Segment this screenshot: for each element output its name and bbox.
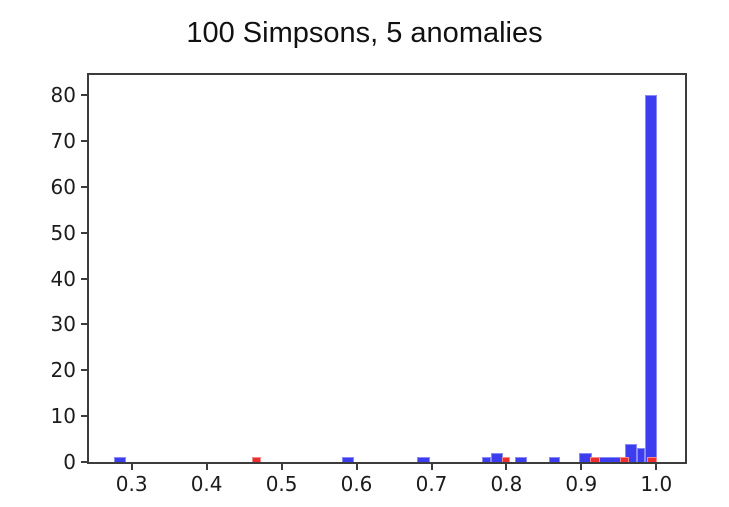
y-tick-label: 10 [50, 404, 76, 429]
x-tick-label: 0.5 [265, 472, 298, 496]
y-tick-label: 60 [50, 174, 76, 199]
y-tick-mark [81, 323, 87, 326]
x-tick-label: 0.6 [340, 472, 373, 496]
y-tick-mark [81, 94, 87, 97]
y-tick-label: 20 [50, 358, 76, 383]
x-tick-mark [205, 464, 208, 470]
simpsons-histogram-bar [113, 457, 127, 462]
y-tick-mark [81, 140, 87, 142]
y-tick-mark [81, 369, 87, 372]
x-tick-mark [505, 464, 508, 470]
simpsons-histogram-bar [481, 457, 492, 462]
y-tick-mark [81, 415, 87, 418]
y-tick-label: 40 [50, 266, 76, 291]
anomalies-histogram-bar [646, 457, 657, 462]
x-tick-label: 0.7 [415, 472, 448, 496]
x-tick-mark [430, 464, 433, 470]
y-tick-label: 70 [50, 129, 76, 153]
anomalies-histogram-bar [590, 457, 601, 462]
x-tick-mark [580, 464, 583, 470]
anomalies-histogram-bar [251, 457, 262, 462]
x-tick-mark [355, 464, 358, 470]
y-tick-label: 50 [50, 220, 76, 245]
y-tick-label: 30 [50, 312, 76, 337]
simpsons-histogram-bar [515, 457, 527, 462]
x-tick-mark [130, 464, 133, 470]
y-tick-mark [81, 185, 87, 188]
y-tick-label: 80 [50, 83, 76, 108]
simpsons-histogram-bar [645, 95, 657, 462]
y-tick-mark [81, 231, 87, 234]
simpsons-histogram-bar [636, 448, 645, 462]
x-tick-mark [280, 464, 283, 470]
chart-title: 100 Simpsons, 5 anomalies [186, 17, 543, 49]
y-tick-label: 0 [63, 450, 76, 474]
x-tick-mark [655, 464, 658, 470]
x-tick-label: 0.3 [115, 472, 148, 496]
x-tick-label: 0.4 [190, 472, 223, 496]
x-tick-label: 0.9 [565, 472, 598, 496]
anomalies-histogram-bar [620, 457, 630, 462]
x-tick-label: 0.8 [490, 472, 523, 496]
anomalies-histogram-bar [501, 457, 511, 462]
y-tick-mark [81, 277, 87, 280]
simpsons-histogram-bar [341, 457, 355, 462]
simpsons-histogram-bar [549, 457, 561, 462]
x-tick-label: 1.0 [640, 472, 673, 496]
plot-area [87, 73, 687, 464]
y-tick-mark [81, 461, 87, 463]
simpsons-histogram-bar [417, 457, 430, 462]
simpsons-histogram-bar [491, 452, 503, 462]
